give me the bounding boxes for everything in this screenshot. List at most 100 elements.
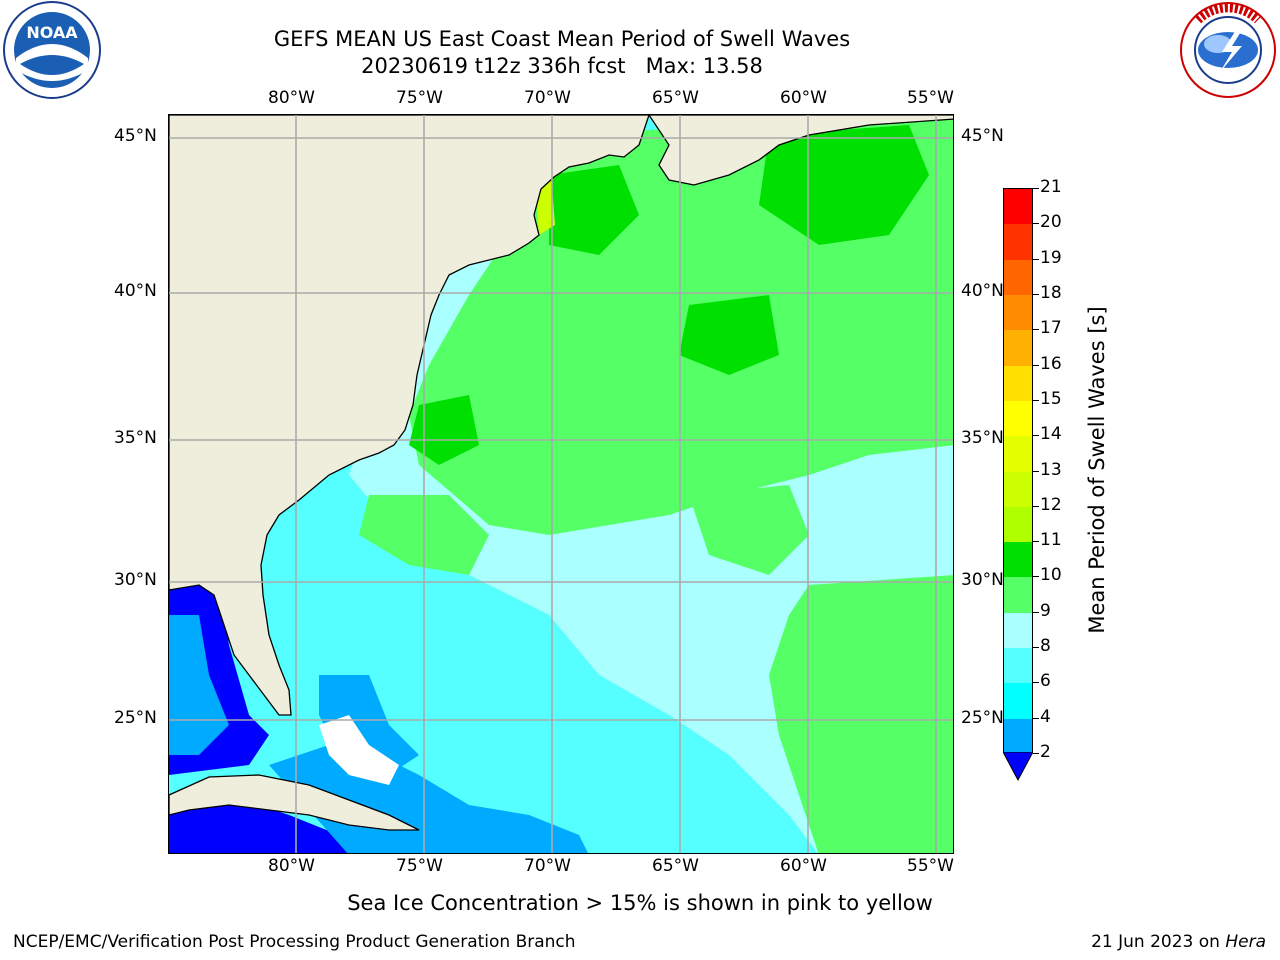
lat-label-left-45n: 45°N	[114, 126, 157, 146]
colorbar-segment	[1004, 718, 1032, 755]
footer-credit: NCEP/EMC/Verification Post Processing Pr…	[13, 932, 576, 952]
colorbar-segment	[1004, 189, 1032, 225]
colorbar-tick-mark	[1033, 611, 1039, 613]
noaa-logo-text: NOAA	[26, 23, 78, 42]
colorbar-segment	[1004, 542, 1032, 578]
colorbar-tick-mark	[1033, 541, 1039, 543]
map-gridlines	[169, 115, 953, 853]
lon-label-bottom-60w: 60°W	[780, 856, 827, 876]
land-cuba	[169, 774, 420, 831]
lon-label-top-75w: 75°W	[396, 88, 443, 108]
lat-label-left-35n: 35°N	[114, 428, 157, 448]
lon-label-top-70w: 70°W	[524, 88, 571, 108]
lon-label-top-60w: 60°W	[780, 88, 827, 108]
colorbar-segment	[1004, 683, 1032, 720]
swell-10-11s-east-1	[759, 125, 929, 245]
colorbar-extend-arrow	[1003, 752, 1033, 782]
colorbar-tick-mark	[1033, 223, 1039, 225]
colorbar-segment	[1004, 436, 1032, 472]
swell-10-11s-mid-1	[679, 295, 779, 375]
colorbar-tick-mark	[1033, 258, 1039, 260]
footer-date: 21 Jun 2023 on Hera	[1091, 932, 1266, 952]
noaa-logo: NOAA	[3, 1, 101, 99]
colorbar-tick-mark	[1033, 470, 1039, 472]
bahamas-white	[319, 715, 399, 785]
land-nova-scotia	[648, 115, 953, 186]
colorbar-tick-label: 11	[1040, 530, 1062, 551]
chart-title: GEFS MEAN US East Coast Mean Period of S…	[273, 27, 851, 51]
lat-label-right-45n: 45°N	[961, 126, 1004, 146]
lon-label-bottom-65w: 65°W	[652, 856, 699, 876]
colorbar-segment	[1004, 471, 1032, 508]
colorbar-tick-label: 18	[1040, 282, 1062, 303]
colorbar-tick-label: 16	[1040, 353, 1062, 374]
nws-logo	[1180, 2, 1276, 98]
swell-10-11s-hatteras	[409, 395, 479, 465]
swell-period-map	[169, 115, 953, 853]
colorbar-tick-mark	[1033, 576, 1039, 578]
lon-label-top-80w: 80°W	[268, 88, 315, 108]
colorbar-segment	[1004, 648, 1032, 684]
colorbar-tick-label: 4	[1040, 706, 1051, 727]
colorbar-label: Mean Period of Swell Waves [s]	[1085, 306, 1109, 634]
lat-label-left-40n: 40°N	[114, 281, 157, 301]
colorbar-tick-label: 12	[1040, 494, 1062, 515]
colorbar-segment	[1004, 506, 1032, 543]
colorbar-tick-mark	[1033, 505, 1039, 507]
lat-label-right-25n: 25°N	[961, 708, 1004, 728]
colorbar-tick-label: 6	[1040, 671, 1051, 692]
map-frame	[168, 114, 954, 854]
swell-9-10s-east	[769, 575, 953, 853]
lon-label-bottom-75w: 75°W	[396, 856, 443, 876]
colorbar-tick-mark	[1033, 717, 1039, 719]
swell-9-10s-mid	[689, 485, 809, 575]
lon-label-bottom-80w: 80°W	[268, 856, 315, 876]
colorbar-segment	[1004, 612, 1032, 649]
lat-label-right-35n: 35°N	[961, 428, 1004, 448]
colorbar-tick-label: 19	[1040, 247, 1062, 268]
lon-label-bottom-55w: 55°W	[907, 856, 954, 876]
colorbar-tick-mark	[1033, 293, 1039, 295]
colorbar-tick-label: 21	[1040, 177, 1062, 197]
colorbar-tick-label: 2	[1040, 742, 1051, 762]
footer-host: Hera	[1225, 932, 1266, 952]
lat-label-right-40n: 40°N	[961, 281, 1004, 301]
colorbar-tick-mark	[1033, 188, 1039, 189]
colorbar-segment	[1004, 400, 1032, 437]
colorbar-tick-label: 15	[1040, 388, 1062, 409]
colorbar-tick-label: 14	[1040, 424, 1062, 445]
colorbar-segment	[1004, 294, 1032, 331]
colorbar-tick-label: 17	[1040, 318, 1062, 339]
colorbar-tick-mark	[1033, 364, 1039, 366]
colorbar-tick-label: 20	[1040, 212, 1062, 233]
colorbar-tick-label: 8	[1040, 636, 1051, 657]
lon-label-bottom-70w: 70°W	[524, 856, 571, 876]
swell-2-4s-caribbean	[169, 795, 348, 853]
colorbar-tick-mark	[1033, 329, 1039, 331]
colorbar-segment	[1004, 330, 1032, 367]
colorbar-tick-mark	[1033, 753, 1039, 754]
lat-label-left-30n: 30°N	[114, 570, 157, 590]
sea-ice-note-text: Sea Ice Concentration > 15% is shown in …	[347, 891, 933, 915]
colorbar	[1003, 188, 1033, 755]
colorbar-tick-label: 13	[1040, 459, 1062, 480]
colorbar-tick-mark	[1033, 647, 1039, 649]
colorbar-segment	[1004, 259, 1032, 296]
footer-date-text: 21 Jun 2023 on	[1091, 932, 1220, 952]
lat-label-left-25n: 25°N	[114, 708, 157, 728]
colorbar-segment	[1004, 577, 1032, 614]
colorbar-tick-mark	[1033, 682, 1039, 684]
colorbar-tick-mark	[1033, 399, 1039, 401]
colorbar-segment	[1004, 365, 1032, 402]
lon-label-top-55w: 55°W	[907, 88, 954, 108]
chart-subtitle: 20230619 t12z 336h fcst Max: 13.58	[361, 54, 763, 78]
colorbar-tick-mark	[1033, 435, 1039, 437]
swell-10-11s-gulf-of-maine	[549, 165, 639, 255]
colorbar-tick-label: 10	[1040, 565, 1062, 586]
lat-label-right-30n: 30°N	[961, 570, 1004, 590]
colorbar-tick-label: 9	[1040, 600, 1051, 621]
lon-label-top-65w: 65°W	[652, 88, 699, 108]
sea-ice-note: Sea Ice Concentration > 15% is shown in …	[0, 891, 1280, 915]
colorbar-segment	[1004, 224, 1032, 261]
land-north-america	[169, 115, 650, 716]
